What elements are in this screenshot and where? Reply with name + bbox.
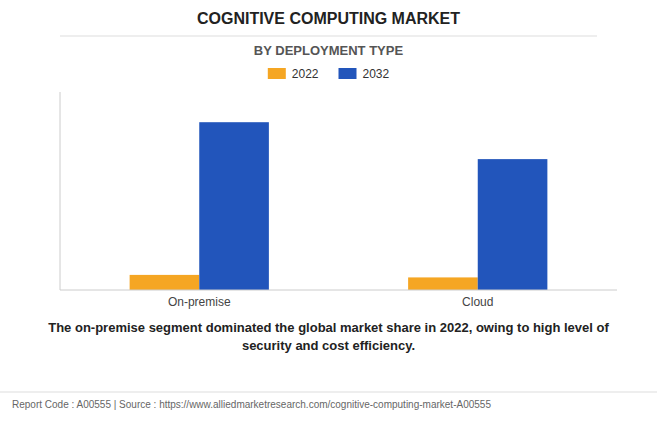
footer-separator [0,392,657,393]
legend-swatch [339,68,357,79]
separator [60,36,597,37]
x-tick-label: On-premise [168,295,231,309]
bar [130,275,200,290]
bars [130,122,548,290]
bar [408,277,478,290]
annotation: security and cost efficiency. [242,338,415,353]
legend: 2022 2032 [268,67,390,81]
chart: COGNITIVE COMPUTING MARKET BY DEPLOYMENT … [0,0,657,426]
legend-item: 2032 [339,67,390,81]
legend-label: 2032 [363,67,390,81]
legend-item: 2022 [268,67,319,81]
annotation: The on-premise segment dominated the glo… [48,320,609,335]
y-axis-line [60,92,61,290]
bar [199,122,269,290]
x-axis-line [60,290,617,291]
x-tick-label: Cloud [462,295,493,309]
legend-label: 2022 [292,67,319,81]
subtitle: BY DEPLOYMENT TYPE [254,43,404,58]
legend-swatch [268,68,286,79]
bar [478,159,548,290]
footer: Report Code : A00555 | Source : https://… [12,399,491,410]
title: COGNITIVE COMPUTING MARKET [197,10,460,27]
